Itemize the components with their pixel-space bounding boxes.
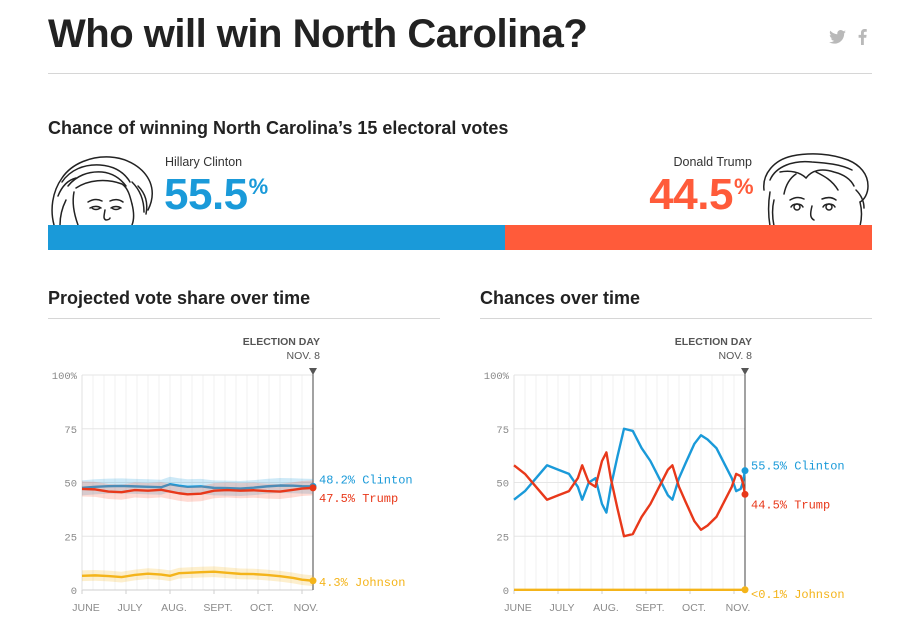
y-tick-label: 75: [496, 425, 509, 437]
trump-name: Donald Trump: [673, 155, 752, 169]
clinton-end-label: 48.2% Clinton: [319, 473, 413, 487]
trump-band: [82, 480, 313, 502]
vote-share-divider: [48, 318, 440, 319]
trump-series-line: [81, 486, 314, 496]
x-tick-label: JULY: [118, 602, 143, 614]
johnson-end-label: <0.1% Johnson: [751, 588, 845, 602]
election-day-label: ELECTION DAY: [675, 336, 752, 348]
election-day-marker: [309, 368, 317, 375]
johnson-end-point: [309, 577, 317, 585]
trump-portrait: [760, 150, 872, 231]
johnson-band: [82, 566, 313, 587]
header-divider: [48, 73, 872, 74]
y-tick-label: 100%: [52, 371, 78, 383]
vote-share-chart: 0 25 50 75 100% JUNE JULY AUG. SEPT. OCT. NOV. ELEC…: [52, 336, 413, 614]
y-tick-label: 50: [496, 479, 509, 491]
chances-divider: [480, 318, 872, 319]
page-title: Who will win North Carolina?: [48, 12, 588, 56]
x-tick-label: OCT.: [250, 602, 274, 614]
trump-probability-bar: [505, 225, 872, 250]
election-day-date: NOV. 8: [287, 350, 321, 362]
election-day-marker: [741, 368, 749, 375]
y-tick-label: 100%: [484, 371, 510, 383]
clinton-percent: 55.5%: [164, 170, 268, 219]
x-tick-label: JULY: [550, 602, 575, 614]
x-tick-label: NOV.: [294, 602, 319, 614]
election-day-label: ELECTION DAY: [243, 336, 320, 348]
clinton-end-point: [741, 467, 749, 475]
y-tick-label: 25: [64, 532, 77, 544]
trump-series-line: [513, 451, 747, 538]
clinton-series-line: [81, 483, 314, 490]
vote-share-heading: Projected vote share over time: [48, 288, 311, 308]
y-tick-label: 0: [71, 586, 77, 598]
trump-end-point: [309, 484, 317, 492]
y-tick-label: 75: [64, 425, 77, 437]
facebook-icon[interactable]: [858, 29, 867, 49]
clinton-portrait: [48, 152, 160, 231]
clinton-probability-bar: [48, 225, 505, 250]
x-tick-label: JUNE: [504, 602, 531, 614]
x-tick-label: AUG.: [593, 602, 619, 614]
x-tick-label: JUNE: [72, 602, 99, 614]
y-tick-label: 0: [503, 586, 509, 598]
chances-heading: Chances over time: [480, 288, 641, 308]
x-tick-label: SEPT.: [203, 602, 232, 614]
x-tick-label: OCT.: [682, 602, 706, 614]
twitter-icon[interactable]: [829, 30, 846, 48]
johnson-end-point: [741, 586, 749, 594]
summary-heading: Chance of winning North Carolina’s 15 el…: [48, 118, 509, 138]
trump-end-label: 44.5% Trump: [751, 498, 830, 512]
election-day-date: NOV. 8: [719, 350, 753, 362]
x-tick-label: SEPT.: [635, 602, 664, 614]
johnson-end-label: 4.3% Johnson: [319, 576, 405, 590]
clinton-series-line: [513, 427, 747, 514]
y-tick-label: 25: [496, 532, 509, 544]
trump-end-point: [741, 490, 749, 498]
y-tick-label: 50: [64, 479, 77, 491]
trump-percent: 44.5%: [649, 170, 753, 219]
trump-end-label: 47.5% Trump: [319, 492, 398, 506]
clinton-name: Hillary Clinton: [165, 155, 243, 169]
johnson-series-line: [81, 570, 314, 582]
chances-chart: 0 25 50 75 100% JUNE JULY AUG. SEPT. OCT. NOV. ELEC…: [484, 336, 845, 614]
clinton-end-label: 55.5% Clinton: [751, 460, 845, 474]
x-tick-label: AUG.: [161, 602, 187, 614]
x-tick-label: NOV.: [726, 602, 751, 614]
